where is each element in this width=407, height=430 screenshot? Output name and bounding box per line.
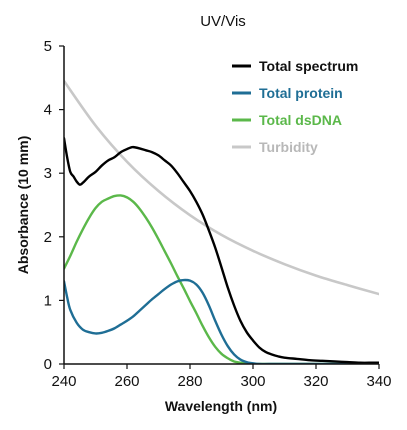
y-tick-label: 5 xyxy=(44,38,52,55)
legend-label-total-spectrum: Total spectrum xyxy=(259,58,358,74)
x-tick-label: 280 xyxy=(177,373,202,390)
y-axis-label: Absorbance (10 mm) xyxy=(15,136,31,274)
legend-label-total-dsdna: Total dsDNA xyxy=(259,112,342,128)
y-tick-label: 3 xyxy=(44,165,52,182)
x-tick-label: 240 xyxy=(51,373,76,390)
y-tick-label: 0 xyxy=(44,356,52,373)
y-ticks: 0 1 2 3 4 5 xyxy=(44,38,64,373)
x-tick-label: 260 xyxy=(114,373,139,390)
legend-label-turbidity: Turbidity xyxy=(259,139,318,155)
legend-label-total-protein: Total protein xyxy=(259,85,343,101)
x-ticks: 240 260 280 300 320 340 xyxy=(51,364,392,390)
series-line-total-spectrum xyxy=(64,137,379,364)
x-tick-label: 300 xyxy=(240,373,265,390)
series-line-total-protein xyxy=(64,278,379,364)
y-tick-label: 2 xyxy=(44,229,52,246)
y-tick-label: 4 xyxy=(44,102,52,119)
chart-title: UV/Vis xyxy=(200,13,246,30)
series-line-turbidity xyxy=(64,79,379,296)
x-tick-label: 340 xyxy=(366,373,391,390)
legend: Total spectrum Total protein Total dsDNA Tu… xyxy=(232,58,358,155)
x-axis-label: Wavelength (nm) xyxy=(165,398,277,414)
series-line-total-dsdna xyxy=(64,194,379,364)
x-tick-label: 320 xyxy=(303,373,328,390)
y-tick-label: 1 xyxy=(44,292,52,309)
